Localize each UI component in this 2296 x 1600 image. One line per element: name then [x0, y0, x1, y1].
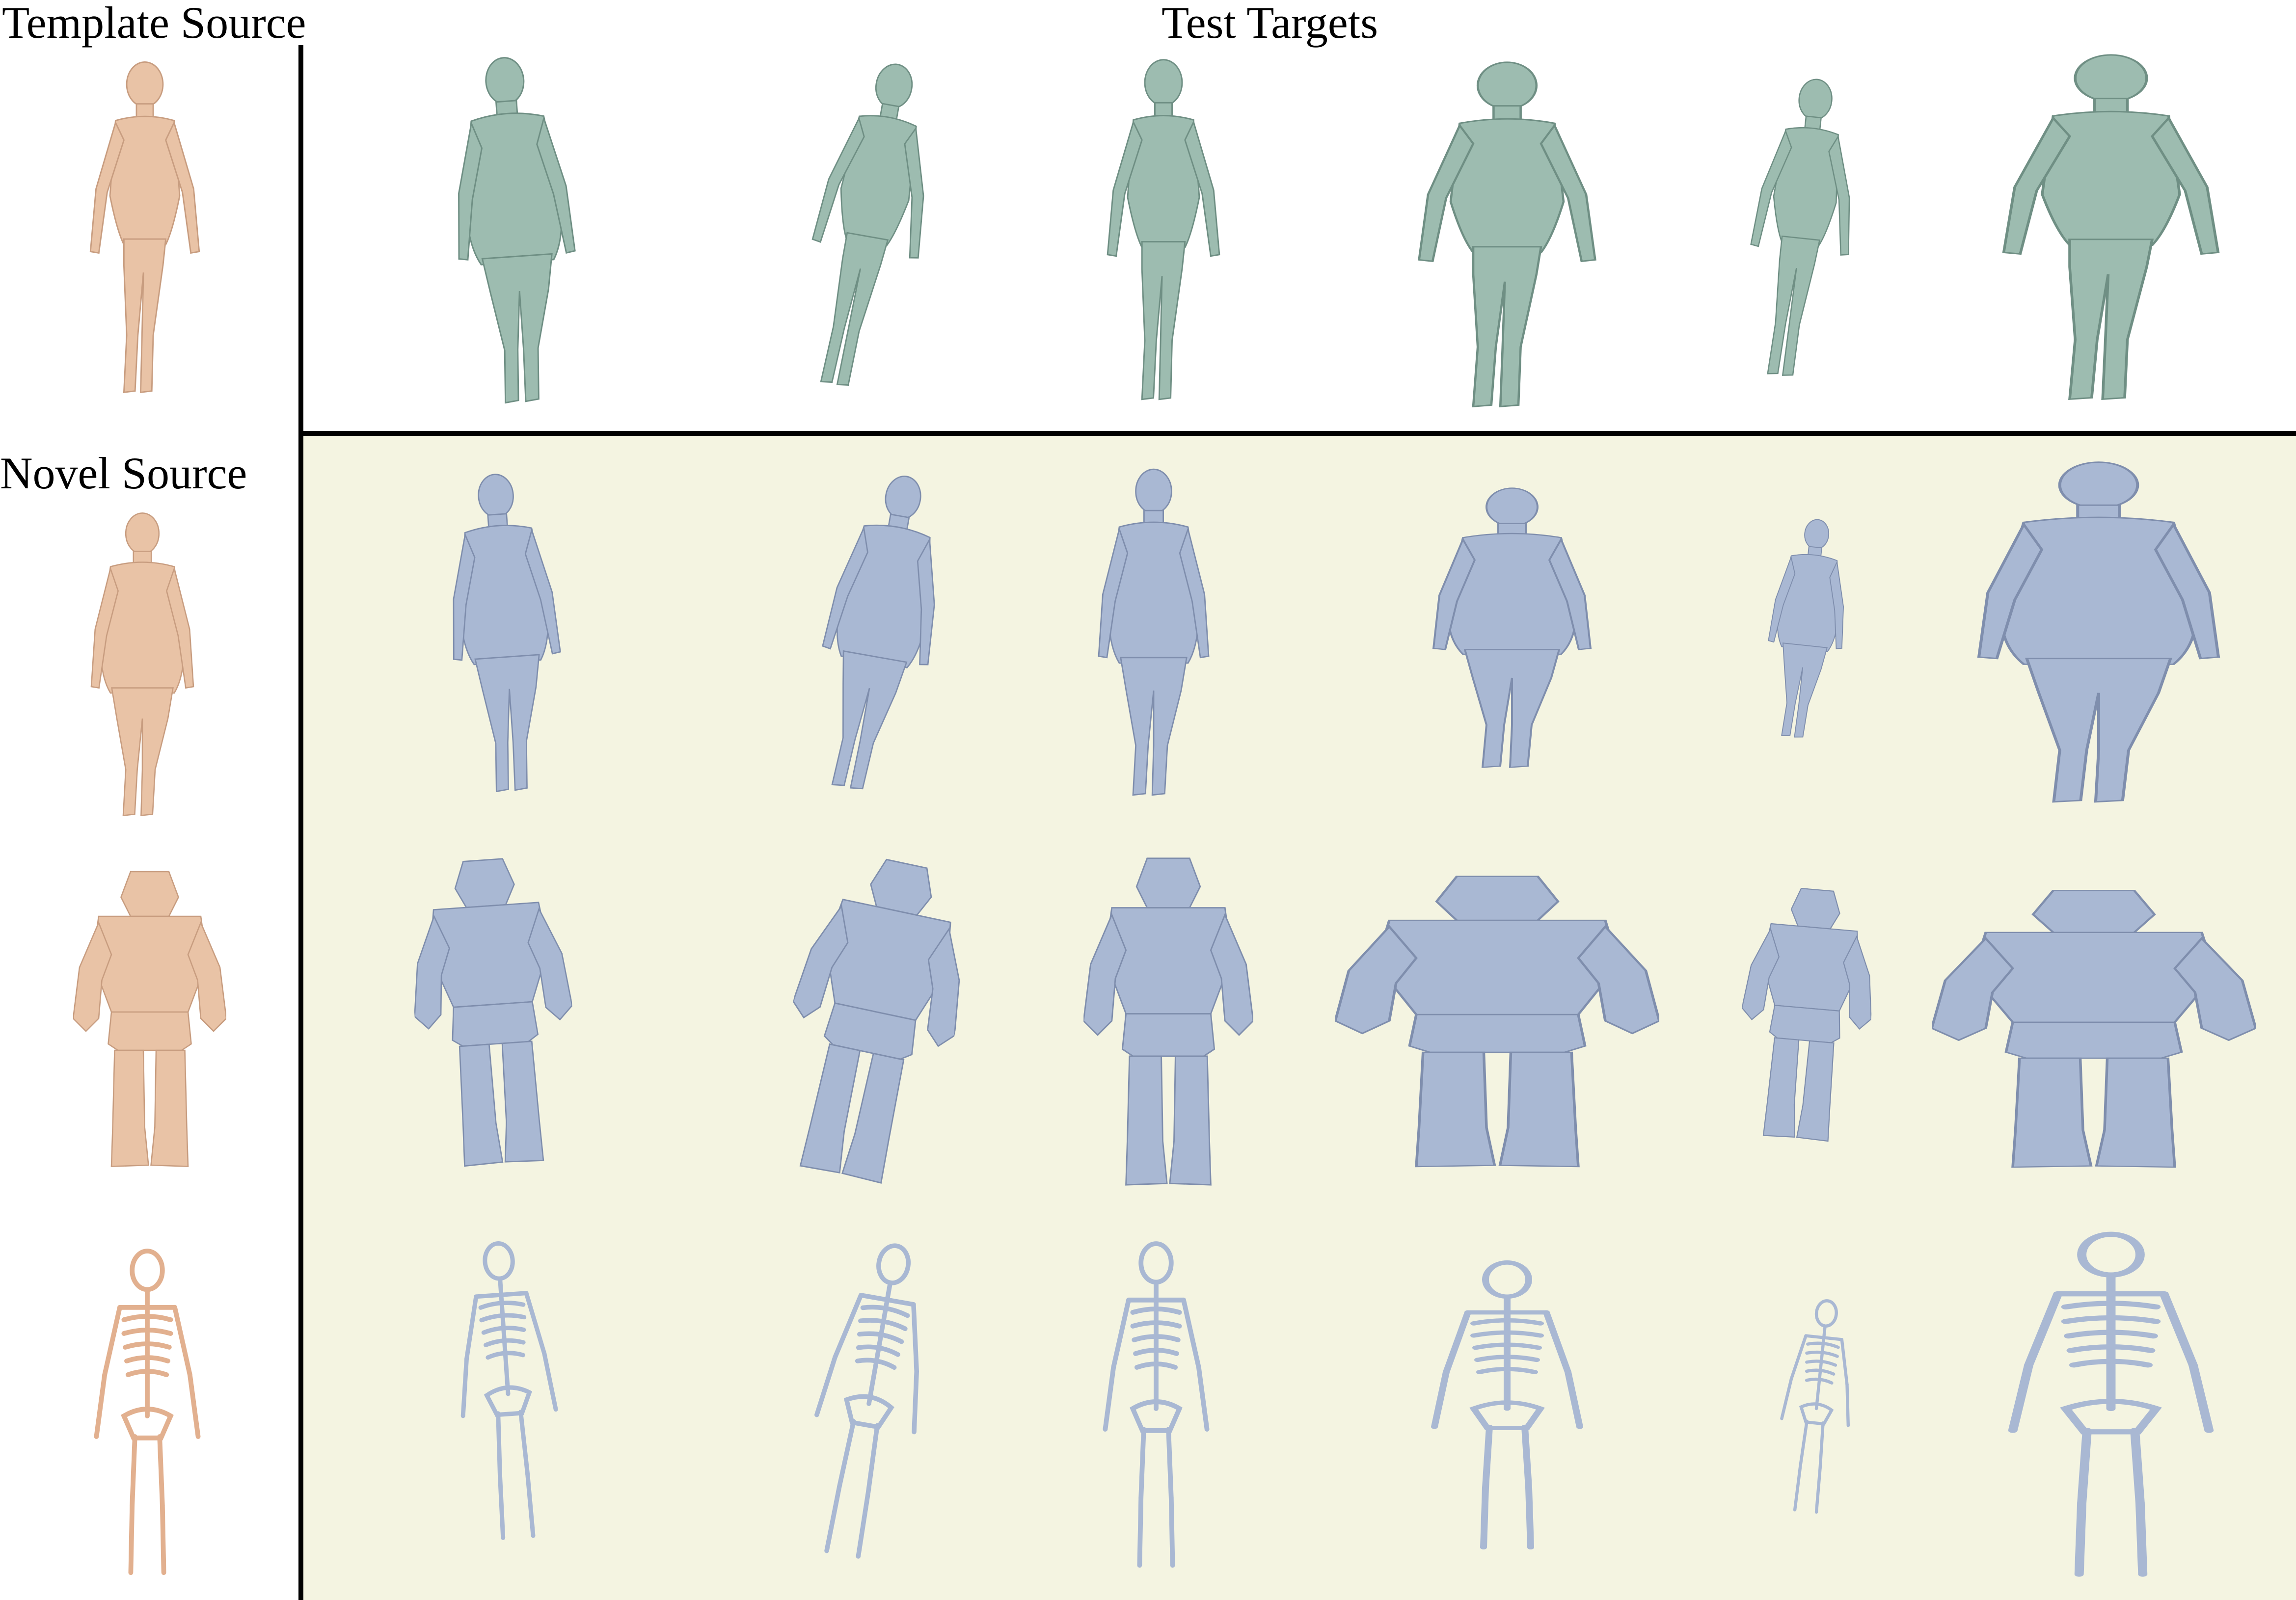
result-skeleton-pose-3 [1075, 1237, 1237, 1580]
novel-source-heavy-human [47, 508, 238, 827]
target-pose-4 [1394, 56, 1620, 420]
template-source-label: Template Source [2, 0, 306, 48]
result-robot-pose-1 [322, 847, 665, 1175]
result-robot-pose-3 [999, 844, 1338, 1198]
template-source-mesh [64, 56, 226, 405]
target-pose-2 [766, 56, 972, 400]
novel-source-label: Novel Source [0, 448, 247, 498]
result-heavy-pose-5 [1745, 515, 1868, 746]
result-heavy-pose-4 [1414, 483, 1610, 778]
result-skeleton-pose-5 [1762, 1296, 1870, 1521]
novel-source-robot [5, 859, 295, 1178]
vertical-divider [298, 45, 303, 1600]
target-pose-6 [1973, 49, 2248, 412]
novel-source-skeleton [64, 1244, 231, 1588]
result-robot-pose-6 [1932, 879, 2256, 1178]
result-heavy-pose-3 [1051, 464, 1257, 807]
result-heavy-pose-6 [1949, 456, 2248, 815]
result-robot-pose-2 [756, 847, 992, 1190]
result-heavy-pose-2 [785, 469, 972, 802]
result-skeleton-pose-2 [766, 1237, 972, 1571]
target-pose-5 [1718, 74, 1885, 388]
result-robot-pose-4 [1335, 864, 1659, 1178]
test-targets-label: Test Targets [1162, 0, 1378, 48]
horizontal-divider [298, 431, 2296, 436]
target-pose-3 [1065, 54, 1262, 412]
result-skeleton-pose-4 [1409, 1256, 1605, 1561]
target-pose-1 [412, 52, 619, 415]
result-robot-pose-5 [1689, 879, 1924, 1148]
result-skeleton-pose-6 [1978, 1227, 2243, 1590]
result-heavy-pose-1 [403, 469, 609, 802]
result-skeleton-pose-1 [427, 1237, 589, 1551]
